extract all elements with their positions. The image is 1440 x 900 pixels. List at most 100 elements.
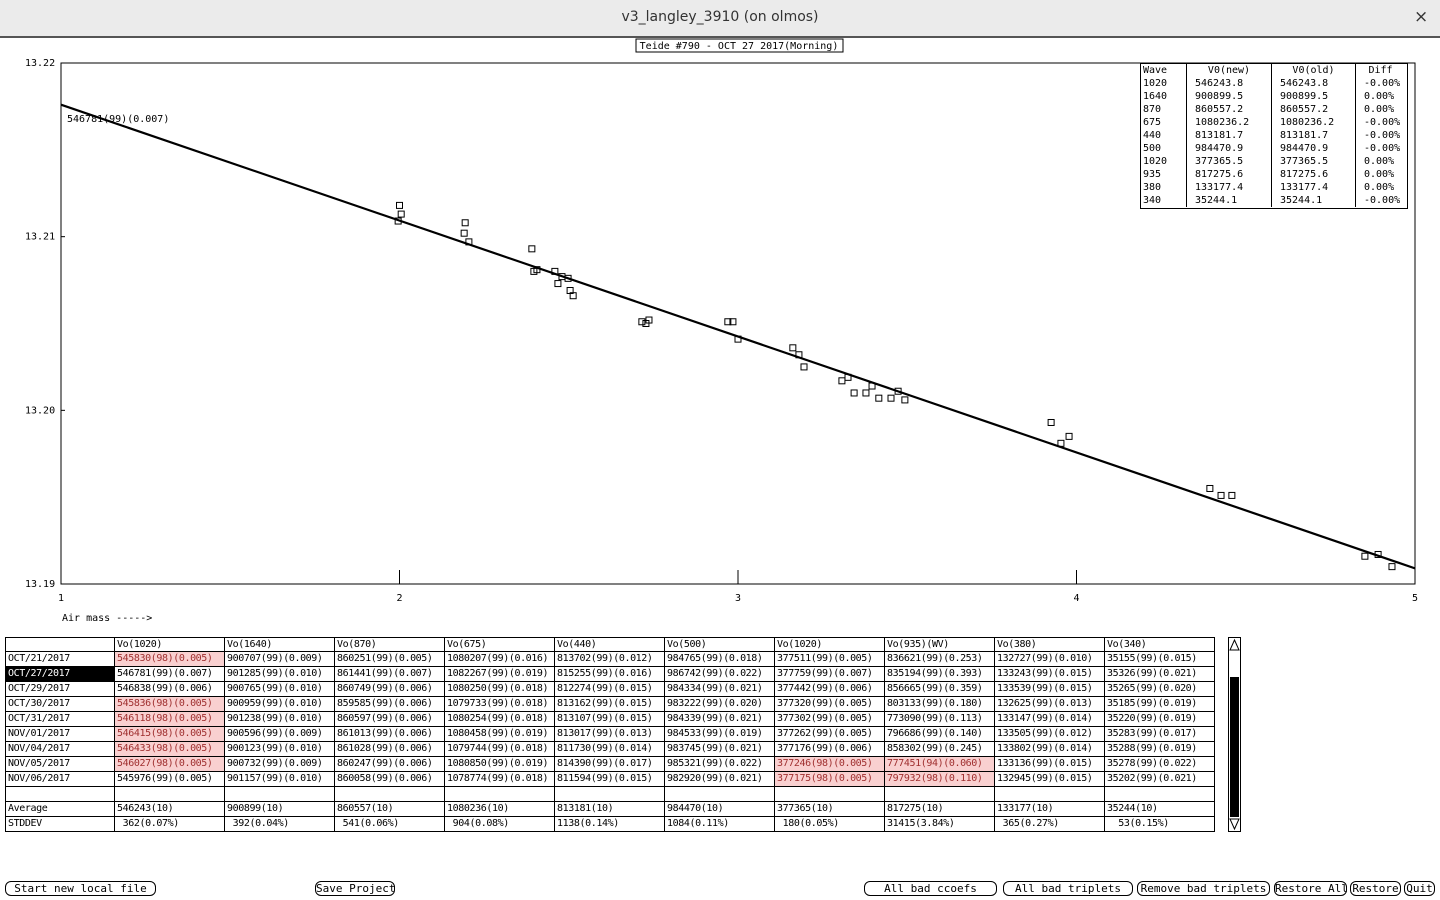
scrollbar[interactable] xyxy=(1228,637,1241,832)
table-cell[interactable]: 860058(99)(0.006) xyxy=(335,772,445,787)
table-cell[interactable]: 1080850(99)(0.019) xyxy=(445,757,555,772)
table-cell[interactable]: 796686(99)(0.140) xyxy=(885,727,995,742)
table-cell[interactable]: 813017(99)(0.013) xyxy=(555,727,665,742)
table-cell[interactable]: 984334(99)(0.021) xyxy=(665,682,775,697)
table-cell[interactable]: 861028(99)(0.006) xyxy=(335,742,445,757)
table-cell[interactable]: 53(0.15%) xyxy=(1105,817,1215,832)
table-cell[interactable]: 377262(99)(0.005) xyxy=(775,727,885,742)
button[interactable]: Restore xyxy=(1350,881,1401,896)
table-cell[interactable]: 133136(99)(0.015) xyxy=(995,757,1105,772)
row-label[interactable]: OCT/27/2017 xyxy=(5,667,115,682)
flagged-cell[interactable]: 377175(98)(0.005) xyxy=(775,772,885,787)
table-cell[interactable]: 1079744(99)(0.018) xyxy=(445,742,555,757)
table-cell[interactable]: 377176(99)(0.006) xyxy=(775,742,885,757)
table-cell[interactable]: 35265(99)(0.020) xyxy=(1105,682,1215,697)
scroll-up[interactable] xyxy=(1229,638,1240,651)
table-cell[interactable]: 900596(99)(0.009) xyxy=(225,727,335,742)
table-cell[interactable]: 986742(99)(0.022) xyxy=(665,667,775,682)
button[interactable]: Start new local file xyxy=(5,881,156,896)
table-cell[interactable]: 35155(99)(0.015) xyxy=(1105,652,1215,667)
table-cell[interactable]: 133177(10) xyxy=(995,802,1105,817)
table-cell[interactable]: 133539(99)(0.015) xyxy=(995,682,1105,697)
flagged-cell[interactable]: 545830(98)(0.005) xyxy=(115,652,225,667)
button[interactable]: All bad ccoefs xyxy=(864,881,997,896)
table-cell[interactable]: 904(0.08%) xyxy=(445,817,555,832)
table-cell[interactable]: 985321(99)(0.022) xyxy=(665,757,775,772)
table-cell[interactable]: 860251(99)(0.005) xyxy=(335,652,445,667)
table-cell[interactable]: 984470(10) xyxy=(665,802,775,817)
table-cell[interactable]: 133243(99)(0.015) xyxy=(995,667,1105,682)
table-cell[interactable]: 35244(10) xyxy=(1105,802,1215,817)
table-cell[interactable]: 860597(99)(0.006) xyxy=(335,712,445,727)
table-cell[interactable]: 900732(99)(0.009) xyxy=(225,757,335,772)
table-cell[interactable]: 983222(99)(0.020) xyxy=(665,697,775,712)
row-label[interactable]: NOV/04/2017 xyxy=(5,742,115,757)
table-cell[interactable]: 362(0.07%) xyxy=(115,817,225,832)
table-cell[interactable]: 377759(99)(0.007) xyxy=(775,667,885,682)
table-cell[interactable]: 1082267(99)(0.019) xyxy=(445,667,555,682)
table-cell[interactable]: 856665(99)(0.359) xyxy=(885,682,995,697)
flagged-cell[interactable]: 546118(98)(0.005) xyxy=(115,712,225,727)
table-cell[interactable]: 813162(99)(0.015) xyxy=(555,697,665,712)
table-cell[interactable]: 900707(99)(0.009) xyxy=(225,652,335,667)
scroll-thumb[interactable] xyxy=(1230,677,1239,817)
table-cell[interactable]: 1080254(99)(0.018) xyxy=(445,712,555,727)
row-label[interactable]: NOV/01/2017 xyxy=(5,727,115,742)
table-cell[interactable]: 901285(99)(0.010) xyxy=(225,667,335,682)
table-cell[interactable]: 983745(99)(0.021) xyxy=(665,742,775,757)
table-cell[interactable]: 377442(99)(0.006) xyxy=(775,682,885,697)
table-cell[interactable]: 31415(3.84%) xyxy=(885,817,995,832)
flagged-cell[interactable]: 546027(98)(0.005) xyxy=(115,757,225,772)
table-cell[interactable]: 900765(99)(0.010) xyxy=(225,682,335,697)
table-cell[interactable]: 901238(99)(0.010) xyxy=(225,712,335,727)
row-label[interactable]: OCT/31/2017 xyxy=(5,712,115,727)
row-label[interactable]: OCT/29/2017 xyxy=(5,682,115,697)
table-cell[interactable]: 1138(0.14%) xyxy=(555,817,665,832)
table-cell[interactable]: 541(0.06%) xyxy=(335,817,445,832)
button[interactable]: Quit xyxy=(1404,881,1435,896)
table-cell[interactable]: 773090(99)(0.113) xyxy=(885,712,995,727)
table-cell[interactable]: 813181(10) xyxy=(555,802,665,817)
table-cell[interactable]: 377511(99)(0.005) xyxy=(775,652,885,667)
table-cell[interactable]: 813702(99)(0.012) xyxy=(555,652,665,667)
table-cell[interactable]: 35202(99)(0.021) xyxy=(1105,772,1215,787)
flagged-cell[interactable]: 777451(94)(0.060) xyxy=(885,757,995,772)
table-cell[interactable]: 35283(99)(0.017) xyxy=(1105,727,1215,742)
table-cell[interactable]: 1080250(99)(0.018) xyxy=(445,682,555,697)
table-cell[interactable]: 815255(99)(0.016) xyxy=(555,667,665,682)
flagged-cell[interactable]: 377246(98)(0.005) xyxy=(775,757,885,772)
button[interactable]: Restore All xyxy=(1274,881,1348,896)
flagged-cell[interactable]: 545836(98)(0.005) xyxy=(115,697,225,712)
table-cell[interactable]: 132625(99)(0.013) xyxy=(995,697,1105,712)
table-cell[interactable]: 546838(99)(0.006) xyxy=(115,682,225,697)
table-cell[interactable]: 836621(99)(0.253) xyxy=(885,652,995,667)
table-cell[interactable]: 984533(99)(0.019) xyxy=(665,727,775,742)
table-cell[interactable]: 365(0.27%) xyxy=(995,817,1105,832)
close-button[interactable]: × xyxy=(1414,7,1429,27)
table-cell[interactable]: 835194(99)(0.393) xyxy=(885,667,995,682)
table-cell[interactable]: 813107(99)(0.015) xyxy=(555,712,665,727)
table-cell[interactable]: 984339(99)(0.021) xyxy=(665,712,775,727)
table-cell[interactable]: 1079733(99)(0.018) xyxy=(445,697,555,712)
flagged-cell[interactable]: 546415(98)(0.005) xyxy=(115,727,225,742)
table-cell[interactable]: 803133(99)(0.180) xyxy=(885,697,995,712)
table-cell[interactable]: 377302(99)(0.005) xyxy=(775,712,885,727)
button[interactable]: Remove bad triplets xyxy=(1137,881,1270,896)
table-cell[interactable]: 811730(99)(0.014) xyxy=(555,742,665,757)
table-cell[interactable]: 860749(99)(0.006) xyxy=(335,682,445,697)
table-cell[interactable]: 35288(99)(0.019) xyxy=(1105,742,1215,757)
table-cell[interactable]: 546781(99)(0.007) xyxy=(115,667,225,682)
table-cell[interactable]: 133505(99)(0.012) xyxy=(995,727,1105,742)
table-cell[interactable]: 35220(99)(0.019) xyxy=(1105,712,1215,727)
table-cell[interactable]: 811594(99)(0.015) xyxy=(555,772,665,787)
row-label[interactable]: OCT/21/2017 xyxy=(5,652,115,667)
table-cell[interactable]: 35278(99)(0.022) xyxy=(1105,757,1215,772)
table-cell[interactable]: 545976(99)(0.005) xyxy=(115,772,225,787)
table-cell[interactable]: 1080207(99)(0.016) xyxy=(445,652,555,667)
table-cell[interactable]: 860557(10) xyxy=(335,802,445,817)
table-cell[interactable]: 860247(99)(0.006) xyxy=(335,757,445,772)
table-cell[interactable]: 132727(99)(0.010) xyxy=(995,652,1105,667)
table-cell[interactable]: 861441(99)(0.007) xyxy=(335,667,445,682)
table-cell[interactable]: 546243(10) xyxy=(115,802,225,817)
table-cell[interactable]: 1084(0.11%) xyxy=(665,817,775,832)
